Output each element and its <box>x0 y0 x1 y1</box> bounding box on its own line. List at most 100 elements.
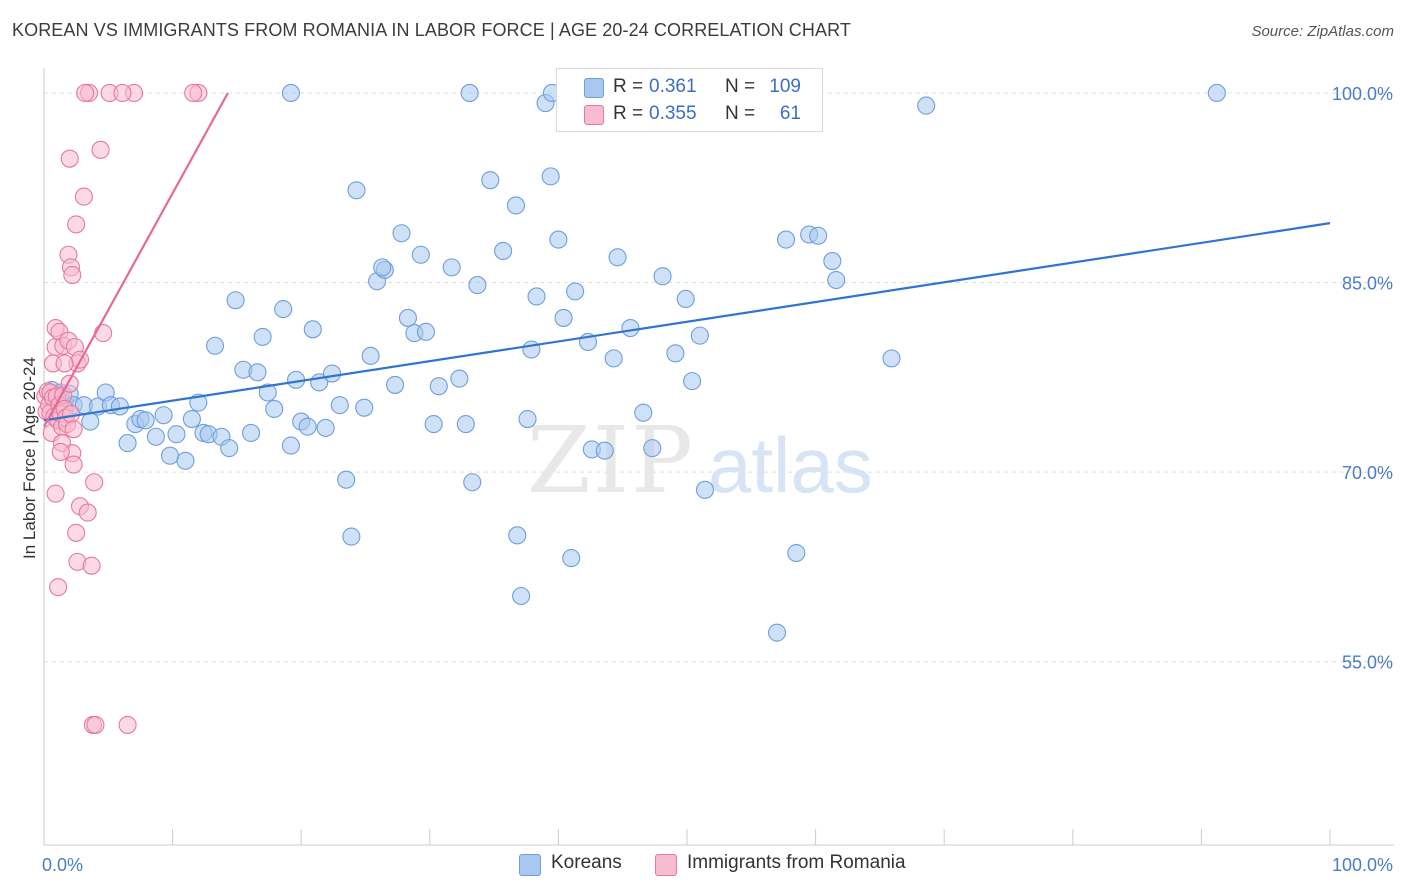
korean-point <box>643 439 662 458</box>
korean-point <box>298 417 317 436</box>
korean-point <box>506 196 526 215</box>
korean-point <box>398 308 417 327</box>
korean-point <box>241 423 261 443</box>
korean-point <box>386 375 405 394</box>
korean-point <box>450 369 469 388</box>
romania-point <box>61 404 81 424</box>
korean-point <box>303 320 322 339</box>
legend-label-romania: Immigrants from Romania <box>687 852 906 873</box>
legend-row-koreans: R = 0.361 N = 109 <box>557 74 822 100</box>
korean-point <box>253 327 272 346</box>
romania-point <box>67 215 86 234</box>
legend-swatch-koreans <box>584 78 604 98</box>
korean-point <box>160 446 180 465</box>
korean-point <box>481 171 500 190</box>
korean-point <box>118 434 137 453</box>
korean-point <box>508 526 527 545</box>
korean-point <box>621 319 640 338</box>
legend-n-value: 61 <box>779 103 801 124</box>
korean-point <box>226 291 245 310</box>
korean-point <box>330 396 349 415</box>
romania-point <box>78 503 97 522</box>
romania-point <box>82 556 101 575</box>
korean-point <box>562 549 581 568</box>
romania-point <box>63 265 82 285</box>
romania-point <box>46 484 65 503</box>
korean-point <box>634 403 653 422</box>
legend-n-label: N = <box>725 103 756 124</box>
trend-lines <box>43 92 1331 428</box>
y-tick-label: 70.0% <box>1342 463 1393 483</box>
korean-point <box>787 543 806 563</box>
romania-point <box>86 715 105 734</box>
korean-point <box>463 473 482 492</box>
korean-point <box>827 270 846 290</box>
korean-point <box>182 410 201 429</box>
korean-point <box>554 308 573 327</box>
korean-point <box>468 276 487 295</box>
legend-n-value: 109 <box>769 76 801 97</box>
romania-point <box>85 473 104 492</box>
tick-labels: 55.0% 70.0% 85.0% 100.0% 0.0% 100.0% <box>42 84 1393 875</box>
korean-point <box>683 372 702 391</box>
korean-point <box>281 83 300 103</box>
romania-point <box>118 715 137 734</box>
romania-point <box>74 187 93 206</box>
korean-point <box>456 415 475 434</box>
korean-point <box>604 349 623 368</box>
romania-point <box>64 420 83 439</box>
korean-point <box>392 224 411 243</box>
korean-point <box>429 377 448 396</box>
korean-point <box>653 267 672 286</box>
romania-point <box>60 149 79 168</box>
romania-point <box>184 83 203 103</box>
y-tick-label: 100.0% <box>1332 84 1393 104</box>
korean-point <box>248 363 267 382</box>
korean-point <box>608 248 627 267</box>
korean-point <box>809 226 828 245</box>
legend-swatch-romania <box>655 854 677 876</box>
romania-point <box>91 140 110 159</box>
korean-point <box>342 527 361 546</box>
korean-point <box>823 252 842 271</box>
y-tick-label: 85.0% <box>1342 274 1393 294</box>
korean-point <box>176 451 195 470</box>
korean-point <box>549 230 568 249</box>
romania-point <box>94 324 113 343</box>
korean-point <box>274 300 293 319</box>
korean-point <box>265 399 284 418</box>
korean-point <box>416 322 435 341</box>
romania-point <box>51 442 70 461</box>
korean-point <box>110 397 129 416</box>
korean-point <box>882 349 901 368</box>
korean-point <box>512 586 531 606</box>
korean-point <box>411 245 430 264</box>
korean-point <box>690 326 709 345</box>
y-axis-label: In Labor Force | Age 20-24 <box>20 357 39 559</box>
romania-point <box>64 455 83 474</box>
legend-n-label: N = <box>725 76 756 97</box>
korean-point <box>81 412 100 431</box>
legend-r-label: R = <box>613 103 644 124</box>
korean-point <box>154 406 173 425</box>
romania-point <box>113 83 132 103</box>
romania-trend-line <box>43 92 229 428</box>
legend-row-romania: R = 0.355 N = 61 <box>557 101 822 127</box>
korean-point <box>776 230 796 249</box>
legend-swatch-romania <box>584 105 604 125</box>
series-legend: Koreans Immigrants from Romania <box>0 852 1406 878</box>
romania-point <box>49 578 68 597</box>
correlation-legend: R = 0.361 N = 109 R = 0.355 N = 61 <box>556 68 823 132</box>
korean-point <box>460 83 479 103</box>
korean-point <box>917 96 936 115</box>
korean-point <box>146 427 165 446</box>
korean-point <box>695 480 715 499</box>
korean-point <box>337 470 356 489</box>
romania-points <box>36 83 208 734</box>
legend-r-value: 0.361 <box>649 76 697 97</box>
korean-point <box>676 289 695 309</box>
korean-point <box>541 167 560 186</box>
korean-point <box>281 436 300 455</box>
korean-point <box>205 336 225 355</box>
